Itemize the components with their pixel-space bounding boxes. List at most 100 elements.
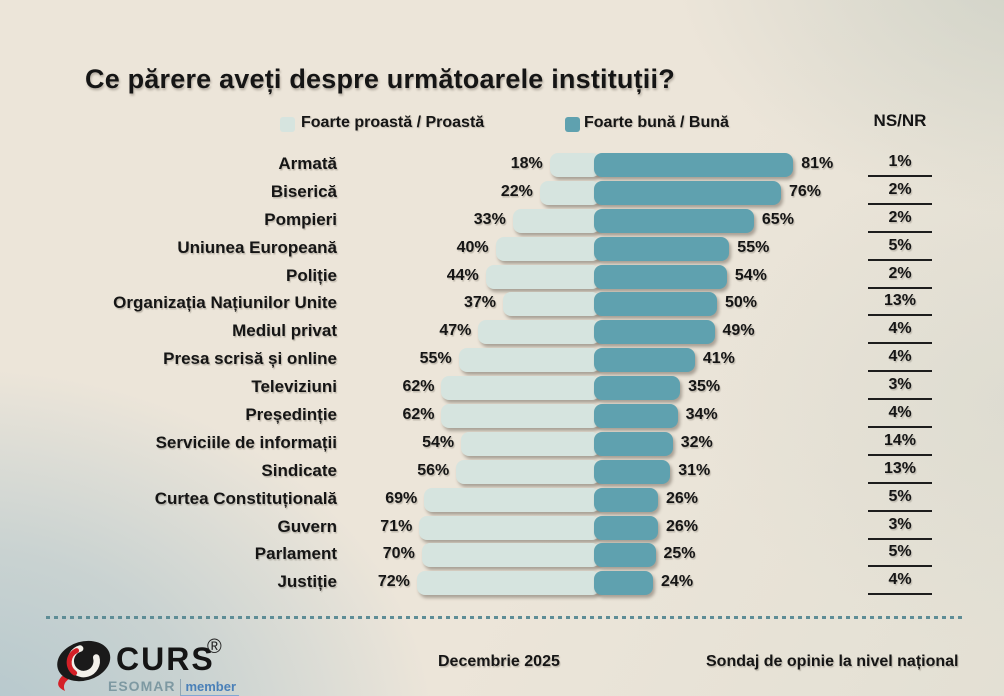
bad-bar bbox=[441, 404, 600, 429]
legend-good-swatch bbox=[565, 117, 580, 132]
row-label: Pompieri bbox=[264, 209, 337, 229]
nsnr-value: 3% bbox=[868, 516, 932, 540]
good-bar bbox=[594, 459, 671, 484]
good-value: 26% bbox=[665, 489, 698, 507]
nsnr-value: 2% bbox=[868, 265, 932, 289]
good-value: 50% bbox=[725, 294, 758, 312]
bad-value: 69% bbox=[385, 489, 418, 507]
chart-row: Mediul privat 47% 49% 4% bbox=[0, 318, 1004, 346]
row-label: Presa scrisă și online bbox=[163, 349, 337, 369]
good-bar bbox=[594, 571, 654, 596]
nsnr-value: 4% bbox=[868, 404, 932, 429]
nsnr-value: 5% bbox=[868, 488, 932, 512]
row-label: Armată bbox=[278, 154, 337, 173]
page-title: Ce părere aveți despre următoarele insti… bbox=[85, 64, 675, 94]
legend-good-label: Foarte bună / Bună bbox=[584, 114, 729, 131]
curs-logo-icon bbox=[52, 636, 118, 696]
good-value: 76% bbox=[788, 182, 821, 200]
chart-row: Președinție 62% 34% 4% bbox=[0, 402, 1004, 430]
nsnr-value: 14% bbox=[868, 432, 932, 456]
bad-value: 44% bbox=[446, 266, 479, 284]
chart-row: Pompieri 33% 65% 2% bbox=[0, 207, 1004, 235]
good-bar bbox=[594, 487, 658, 512]
good-value: 25% bbox=[663, 545, 696, 563]
good-value: 65% bbox=[761, 210, 794, 228]
good-bar bbox=[594, 376, 681, 401]
member-label: member bbox=[180, 679, 240, 696]
nsnr-value: 2% bbox=[868, 181, 932, 205]
bad-value: 37% bbox=[463, 294, 496, 312]
row-label: Parlament bbox=[254, 544, 337, 564]
nsnr-value: 1% bbox=[868, 153, 932, 177]
good-value: 31% bbox=[678, 461, 711, 479]
chart-row: Organizația Națiunilor Unite 37% 50% 13% bbox=[0, 290, 1004, 318]
curs-logo-text: CURS bbox=[116, 641, 215, 677]
bad-bar bbox=[502, 292, 600, 317]
good-bar bbox=[594, 208, 754, 233]
row-label: Biserică bbox=[270, 181, 337, 201]
footer-dotted-divider bbox=[46, 616, 963, 619]
nsnr-value: 5% bbox=[868, 543, 932, 568]
bad-value: 55% bbox=[419, 350, 452, 368]
bad-bar bbox=[495, 236, 600, 261]
nsnr-value: 13% bbox=[868, 460, 932, 484]
good-bar bbox=[594, 180, 781, 205]
good-value: 55% bbox=[737, 238, 770, 256]
good-bar bbox=[594, 348, 695, 373]
chart-row: Sindicate 56% 31% 13% bbox=[0, 458, 1004, 486]
bad-bar bbox=[458, 348, 600, 373]
nsnr-column-header: NS/NR bbox=[873, 111, 927, 130]
good-value: 24% bbox=[661, 573, 694, 591]
bad-bar bbox=[441, 376, 600, 401]
good-value: 49% bbox=[722, 322, 755, 340]
good-value: 32% bbox=[680, 433, 713, 451]
nsnr-value: 3% bbox=[868, 376, 932, 401]
survey-date: Decembrie 2025 bbox=[438, 653, 560, 670]
good-bar bbox=[594, 236, 730, 261]
row-label: Poliție bbox=[285, 265, 337, 285]
chart-row: Serviciile de informații 54% 32% 14% bbox=[0, 430, 1004, 458]
chart-row: Parlament 70% 25% 5% bbox=[0, 541, 1004, 569]
bad-bar bbox=[512, 208, 600, 233]
survey-scope-note: Sondaj de opinie la nivel național bbox=[706, 653, 959, 670]
row-label: Curtea Constituțională bbox=[154, 488, 337, 508]
registered-mark: ® bbox=[207, 636, 222, 658]
row-label: Justiție bbox=[277, 572, 337, 592]
chart-row: Armată 18% 81% 1% bbox=[0, 151, 1004, 179]
bad-value: 56% bbox=[417, 461, 450, 479]
good-value: 81% bbox=[801, 155, 834, 172]
nsnr-value: 4% bbox=[868, 348, 932, 373]
chart-row: Presa scrisă și online 55% 41% 4% bbox=[0, 346, 1004, 374]
good-bar bbox=[594, 264, 727, 289]
good-value: 34% bbox=[685, 406, 718, 424]
row-label: Uniunea Europeană bbox=[177, 237, 337, 257]
good-bar bbox=[594, 543, 656, 568]
bad-value: 18% bbox=[510, 155, 543, 172]
good-value: 26% bbox=[665, 517, 698, 535]
chart-row: Guvern 71% 26% 3% bbox=[0, 514, 1004, 542]
bad-value: 62% bbox=[402, 406, 435, 424]
bad-bar bbox=[419, 515, 600, 540]
good-bar bbox=[594, 404, 678, 429]
bad-bar bbox=[539, 180, 600, 205]
nsnr-value: 4% bbox=[868, 571, 932, 596]
nsnr-value: 2% bbox=[868, 209, 932, 233]
good-value: 35% bbox=[688, 378, 721, 396]
bad-bar bbox=[549, 153, 600, 177]
nsnr-value: 13% bbox=[868, 292, 932, 317]
bad-value: 72% bbox=[377, 573, 410, 591]
chart-row: Biserică 22% 76% 2% bbox=[0, 179, 1004, 207]
nsnr-value: 4% bbox=[868, 320, 932, 345]
bad-value: 71% bbox=[380, 517, 413, 535]
bad-bar bbox=[421, 543, 600, 568]
bad-bar bbox=[485, 264, 600, 289]
row-label: Sindicate bbox=[261, 460, 337, 480]
chart-row: Uniunea Europeană 40% 55% 5% bbox=[0, 235, 1004, 263]
chart-row: Poliție 44% 54% 2% bbox=[0, 263, 1004, 291]
bad-bar bbox=[478, 320, 600, 345]
good-bar bbox=[594, 515, 658, 540]
row-label: Mediul privat bbox=[232, 321, 337, 341]
good-bar bbox=[594, 292, 717, 317]
legend-bad-label: Foarte proastă / Proastă bbox=[301, 114, 485, 131]
